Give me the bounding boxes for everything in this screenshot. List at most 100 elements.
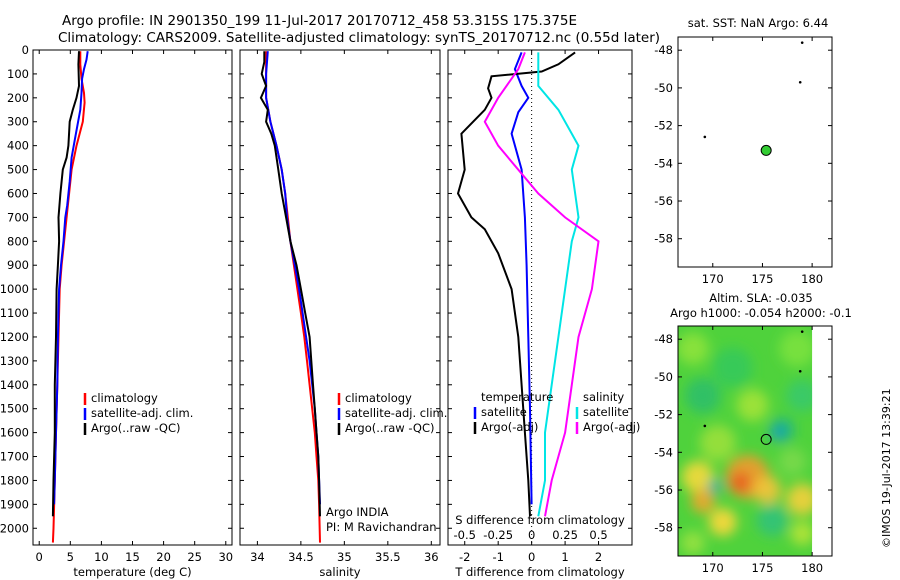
sla_map-ytick-label: -52 bbox=[654, 408, 673, 422]
temperature-xtick-label: 15 bbox=[125, 550, 140, 564]
nearby-float-dot bbox=[703, 135, 707, 139]
sla-anomaly-patch bbox=[707, 479, 722, 494]
temperature-xlabel: temperature (deg C) bbox=[73, 565, 191, 579]
difference-xtick-label: -2 bbox=[459, 550, 470, 564]
sla-anomaly-patch bbox=[786, 483, 813, 516]
nearby-float-dot bbox=[800, 330, 804, 333]
sla-anomaly-patch bbox=[699, 424, 736, 461]
argo-float-marker bbox=[760, 144, 772, 156]
sla-anomaly-patch bbox=[790, 521, 813, 546]
sla-map-title-line-1: Altim. SLA: -0.035 bbox=[709, 291, 813, 305]
sla-anomaly-patch bbox=[756, 504, 789, 537]
difference-panel: -2 -1 0 1 2T difference from climatology -0.5… bbox=[448, 49, 640, 579]
difference-xtick-label: -1 bbox=[492, 550, 503, 564]
difference-series-1 bbox=[456, 51, 576, 517]
temperature-series-2 bbox=[51, 51, 81, 517]
nearby-float-dot bbox=[798, 369, 802, 373]
temperature-legend-label: satellite-adj. clim. bbox=[91, 406, 193, 420]
sla-anomaly-patch bbox=[712, 347, 753, 388]
nearby-float-dot bbox=[798, 80, 802, 84]
sla_map-ytick-label: -54 bbox=[654, 445, 673, 459]
sst_map-ytick-label: -54 bbox=[654, 156, 673, 170]
sst-map-title: sat. SST: NaN Argo: 6.44 bbox=[688, 16, 829, 30]
depth-tick-label: 1400 bbox=[0, 378, 29, 392]
depth-tick-label: 700 bbox=[7, 210, 29, 224]
depth-tick-label: 500 bbox=[7, 163, 29, 177]
difference-salinity-axis-label: S difference from climatology bbox=[455, 513, 625, 527]
salinity-xtick-label: 34 bbox=[250, 550, 265, 564]
depth-tick-label: 1100 bbox=[0, 306, 29, 320]
depth-tick-label: 1000 bbox=[0, 282, 29, 296]
difference-temperature-legend-label: Argo(-adj) bbox=[481, 420, 538, 434]
figure-title-line-2: Climatology: CARS2009. Satellite-adjuste… bbox=[58, 30, 661, 46]
sst-map-panel: sat. SST: NaN Argo: 6.44 170 175 180 -48 -50 -… bbox=[654, 16, 832, 286]
sla_map-xtick-label: 175 bbox=[751, 561, 773, 575]
sst_map-xtick-label: 170 bbox=[702, 272, 724, 286]
salinity-legend-label: climatology bbox=[345, 391, 412, 405]
depth-tick-label: 400 bbox=[7, 139, 29, 153]
depth-tick-label: 900 bbox=[7, 258, 29, 272]
sla_map-ytick-label: -56 bbox=[654, 483, 673, 497]
difference-series-3 bbox=[483, 52, 600, 517]
difference-temperature-legend-label: satellite bbox=[481, 405, 527, 419]
difference-salinity-tick-label: -0.5 bbox=[454, 528, 476, 542]
temperature-panel: 0 5 10 15 20 25 30 temperature (deg C) 0 100 200 30… bbox=[0, 43, 233, 579]
sla-anomaly-patch bbox=[680, 530, 705, 555]
sla-field bbox=[678, 326, 813, 556]
difference-xtick-label: 1 bbox=[561, 550, 568, 564]
salinity-axes-frame bbox=[239, 49, 441, 546]
depth-tick-label: 200 bbox=[7, 91, 29, 105]
difference-series-0 bbox=[510, 52, 533, 505]
sla_map-xtick-label: 180 bbox=[801, 561, 823, 575]
sla_map-ytick-label: -58 bbox=[654, 521, 673, 535]
salinity-series-1 bbox=[265, 51, 321, 505]
salinity-xtick-label: 34.5 bbox=[288, 550, 314, 564]
sla-anomaly-patch bbox=[736, 389, 769, 422]
depth-tick-label: 2000 bbox=[0, 521, 29, 535]
nearby-float-dot bbox=[800, 41, 804, 44]
salinity-legend-label: Argo(..raw -QC) bbox=[345, 421, 435, 435]
depth-tick-label: 1800 bbox=[0, 473, 29, 487]
sst_map-ytick-label: -56 bbox=[654, 194, 673, 208]
sla-anomaly-patch bbox=[753, 476, 782, 505]
salinity-legend-label: satellite-adj. clim. bbox=[345, 406, 447, 420]
float-program-label: Argo INDIA bbox=[326, 505, 389, 519]
depth-tick-label: 300 bbox=[7, 115, 29, 129]
figure-title-line-1: Argo profile: IN 2901350_199 11-Jul-2017… bbox=[62, 13, 578, 29]
salinity-series-0 bbox=[265, 51, 321, 543]
sst_map-ytick-label: -52 bbox=[654, 119, 673, 133]
salinity-xtick-label: 36 bbox=[424, 550, 439, 564]
difference-series-2 bbox=[537, 52, 580, 517]
nearby-float-dot bbox=[703, 424, 707, 428]
depth-tick-label: 1300 bbox=[0, 354, 29, 368]
sst_map-ytick-label: -58 bbox=[654, 232, 673, 246]
sst_map-xtick-label: 180 bbox=[801, 272, 823, 286]
difference-axes-frame bbox=[447, 49, 633, 546]
difference-legend-title-temperature: temperature bbox=[481, 390, 553, 404]
salinity-xtick-label: 35.5 bbox=[375, 550, 401, 564]
argo-float-marker-outline bbox=[760, 433, 772, 445]
sla-anomaly-patch bbox=[678, 332, 709, 365]
sla_map-ytick-label: -50 bbox=[654, 370, 673, 384]
depth-tick-label: 100 bbox=[7, 67, 29, 81]
depth-tick-label: 0 bbox=[22, 43, 29, 57]
sla-anomaly-patch bbox=[778, 447, 807, 476]
sla_map-ytick-label: -48 bbox=[654, 332, 673, 346]
difference-legend-title-salinity: salinity bbox=[583, 390, 624, 404]
sla-anomaly-patch bbox=[681, 460, 714, 493]
depth-tick-label: 1200 bbox=[0, 330, 29, 344]
sst_map-xtick-label: 175 bbox=[751, 272, 773, 286]
difference-salinity-tick-label: 0.5 bbox=[589, 528, 607, 542]
temperature-legend-label: Argo(..raw -QC) bbox=[91, 421, 181, 435]
sla-anomaly-patch bbox=[779, 330, 813, 367]
sla-anomaly-patch bbox=[770, 426, 785, 441]
depth-tick-label: 800 bbox=[7, 234, 29, 248]
salinity-xtick-label: 35 bbox=[337, 550, 352, 564]
depth-tick-label: 1600 bbox=[0, 426, 29, 440]
difference-xtick-label: 0 bbox=[528, 550, 535, 564]
difference-salinity-legend-label: Argo(-adj) bbox=[583, 420, 640, 434]
depth-tick-label: 600 bbox=[7, 186, 29, 200]
difference-xtick-label: 2 bbox=[595, 550, 602, 564]
sst_map-ytick-label: -48 bbox=[654, 43, 673, 57]
